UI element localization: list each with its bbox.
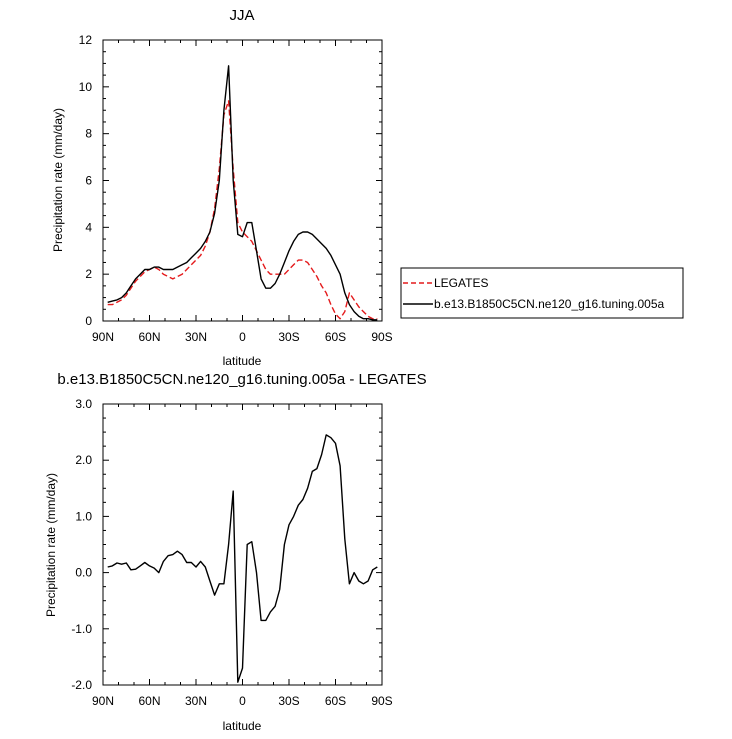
top-x-tick-label: 30S: [278, 330, 299, 344]
top-y-tick-label: 12: [79, 33, 93, 47]
top-series-line-0: [107, 100, 378, 320]
bottom-x-ticks: 90N 60N 30N 0 30S 60S 90S: [92, 404, 393, 708]
bottom-x-tick-label: 30S: [278, 694, 299, 708]
bottom-series-line-0: [107, 434, 378, 683]
legend-label-legates: LEGATES: [434, 276, 488, 290]
top-x-axis-label: latitude: [223, 354, 262, 368]
bottom-x-tick-label: 90S: [371, 694, 392, 708]
top-x-tick-label: 90S: [371, 330, 392, 344]
legend-box: [400, 267, 684, 319]
legend-label-model: b.e13.B1850C5CN.ne120_g16.tuning.005a: [434, 297, 665, 311]
top-y-ticks: 0 2 4 6 8 10 12: [79, 33, 382, 328]
top-x-tick-label: 60N: [138, 330, 160, 344]
bottom-x-tick-label: 60S: [325, 694, 346, 708]
top-x-ticks: 90N 60N 30N 0 30S 60S 90S: [92, 40, 393, 344]
top-panel: JJA 90N 60N 30N 0 30S 60S 90S 0 2 4 6 8 10 12 latitu…: [51, 7, 684, 368]
legend: LEGATES b.e13.B1850C5CN.ne120_g16.tuning…: [400, 267, 684, 319]
top-x-tick-label: 0: [239, 330, 246, 344]
bottom-y-tick-label: 3.0: [75, 397, 92, 411]
top-x-tick-label: 90N: [92, 330, 114, 344]
bottom-x-axis-label: latitude: [223, 719, 262, 733]
bottom-x-tick-label: 90N: [92, 694, 114, 708]
bottom-y-tick-label: -1.0: [71, 622, 92, 636]
top-series-layer: [107, 65, 378, 321]
bottom-y-ticks: -2.0 -1.0 0.0 1.0 2.0 3.0: [71, 397, 382, 692]
top-y-tick-label: 8: [85, 127, 92, 141]
top-y-tick-label: 6: [85, 174, 92, 188]
bottom-y-axis-label: Precipitation rate (mm/day): [44, 473, 58, 617]
bottom-panel: b.e13.B1850C5CN.ne120_g16.tuning.005a - …: [44, 371, 427, 733]
bottom-y-tick-label: -2.0: [71, 678, 92, 692]
bottom-y-tick-label: 2.0: [75, 453, 92, 467]
top-x-tick-label: 30N: [185, 330, 207, 344]
top-y-tick-label: 0: [85, 314, 92, 328]
bottom-chart-title: b.e13.B1850C5CN.ne120_g16.tuning.005a - …: [57, 371, 426, 388]
bottom-x-tick-label: 60N: [138, 694, 160, 708]
top-y-axis-label: Precipitation rate (mm/day): [51, 108, 65, 252]
top-series-line-1: [107, 65, 378, 321]
top-y-tick-label: 4: [85, 220, 92, 234]
top-plot-frame: [102, 39, 383, 322]
bottom-series-layer: [107, 434, 378, 683]
bottom-x-tick-label: 30N: [185, 694, 207, 708]
top-chart-title: JJA: [229, 7, 254, 24]
top-x-tick-label: 60S: [325, 330, 346, 344]
bottom-plot-frame: [102, 403, 383, 686]
bottom-y-tick-label: 0.0: [75, 566, 92, 580]
top-y-tick-label: 2: [85, 267, 92, 281]
top-y-tick-label: 10: [79, 80, 93, 94]
bottom-x-tick-label: 0: [239, 694, 246, 708]
bottom-y-tick-label: 1.0: [75, 509, 92, 523]
